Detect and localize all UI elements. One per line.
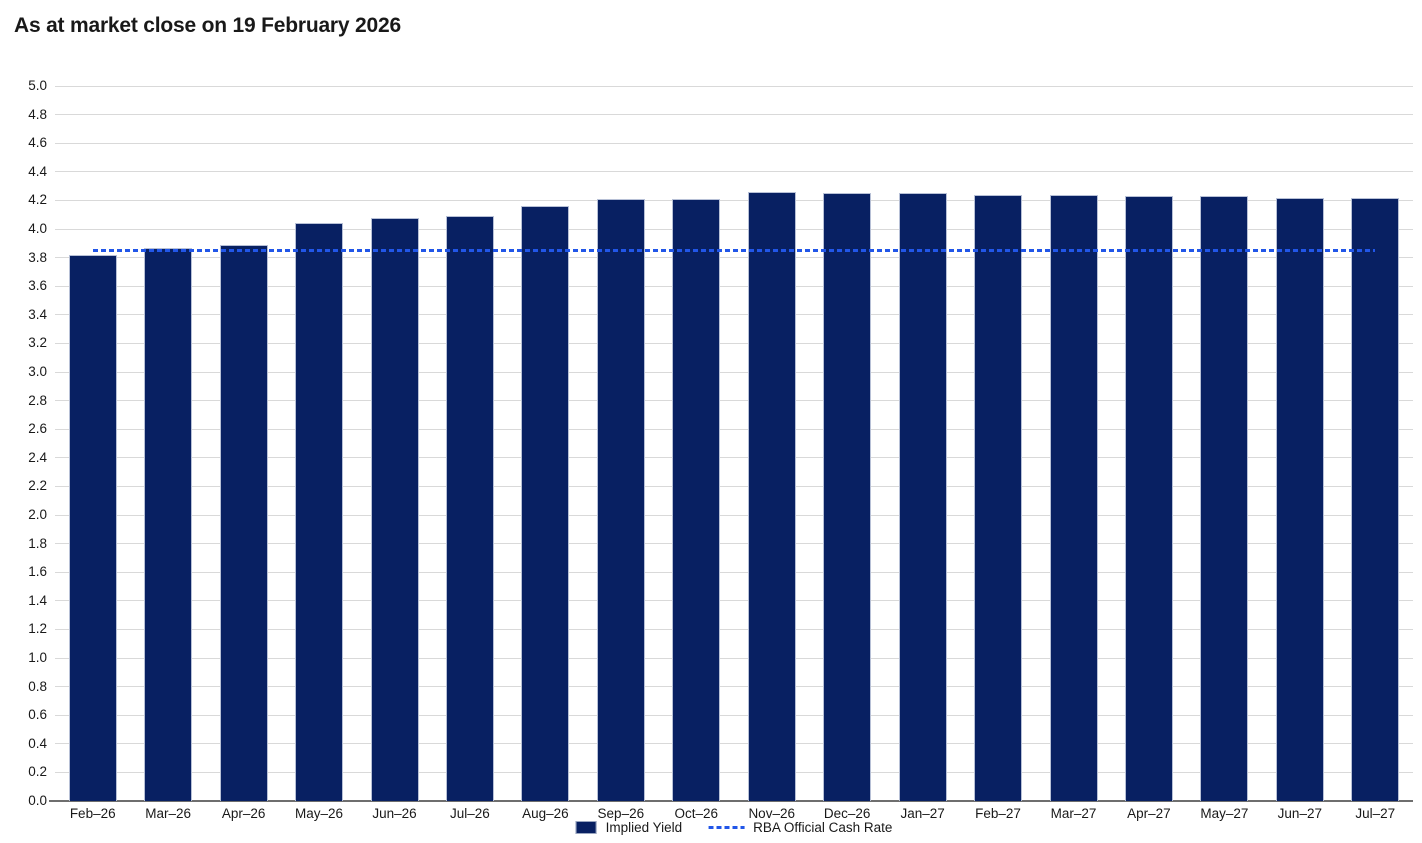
legend-item-cash-rate: RBA Official Cash Rate [708,820,892,835]
bar-implied-yield[interactable] [1351,197,1400,801]
x-axis-tick-label: Jul–26 [450,806,490,821]
bar-implied-yield[interactable] [596,198,645,801]
bar-implied-yield[interactable] [1049,194,1098,801]
x-axis-tick-label: Mar–26 [145,806,192,821]
y-axis-tick-label: 0.0 [28,793,47,808]
bar-implied-yield[interactable] [144,247,193,801]
y-axis-tick-label: 1.0 [28,650,47,665]
x-axis-tick-label: Mar–27 [1050,806,1097,821]
legend-label-cash-rate: RBA Official Cash Rate [753,820,893,835]
y-axis-tick-label: 4.0 [28,221,47,236]
y-axis-tick-label: 2.2 [28,478,47,494]
x-axis-tick-label: Aug–26 [522,806,569,821]
y-axis-tick-label: 4.4 [28,163,47,179]
y-axis-tick-label: 1.2 [28,621,47,637]
gridline [55,543,1413,545]
y-axis-tick-label: 3.8 [28,249,47,265]
y-axis-tick-label: 2.0 [28,507,47,522]
x-axis-tick-label: Feb–27 [975,806,1021,821]
gridline [55,257,1413,259]
bar-implied-yield[interactable] [219,244,268,801]
bar-implied-yield[interactable] [898,193,947,801]
gridline [55,314,1413,316]
x-axis-tick-label: Jun–26 [372,806,417,821]
x-axis-tick-label: Feb–26 [69,806,116,821]
gridline [55,171,1413,173]
gridline [55,600,1413,602]
gridline [55,457,1413,459]
gridline [55,657,1413,659]
legend-dash-swatch-icon [708,826,745,829]
x-axis-tick-label: Sep–26 [597,806,645,821]
gridline [55,714,1413,716]
y-axis-tick-label: 5.0 [28,78,47,93]
gridline [55,571,1413,573]
gridline [55,743,1413,745]
bar-implied-yield[interactable] [1124,196,1173,801]
y-axis-tick-label: 4.6 [28,135,47,151]
legend: Implied Yield RBA Official Cash Rate [575,820,892,835]
bar-implied-yield[interactable] [823,193,872,801]
bar-implied-yield[interactable] [672,198,721,801]
bar-implied-yield[interactable] [747,191,796,801]
gridline [55,514,1413,516]
legend-label-implied-yield: Implied Yield [605,820,683,835]
y-axis-tick-label: 0.2 [28,764,47,780]
gridline [55,628,1413,630]
gridline [55,228,1413,230]
gridline [55,371,1413,373]
x-axis-tick-label: May–26 [295,806,344,821]
gridline [55,285,1413,287]
y-axis-tick-label: 3.4 [28,306,47,322]
legend-bar-swatch-icon [575,821,597,834]
gridline [55,485,1413,487]
x-axis-tick-label: May–27 [1200,806,1249,821]
gridline [55,771,1413,773]
x-axis-tick-label: Nov–26 [748,806,795,821]
bar-implied-yield[interactable] [521,206,570,801]
x-axis-tick-label: Oct–26 [674,806,719,821]
y-axis-tick-label: 3.2 [28,335,47,351]
y-axis-tick-label: 2.6 [28,421,47,437]
x-axis-tick-label: Jul–27 [1355,806,1396,821]
x-axis-tick-label: Jun–27 [1277,806,1322,821]
y-axis-tick-label: 1.4 [28,592,47,608]
plot-area [49,85,1413,802]
bar-implied-yield[interactable] [974,194,1023,801]
cash-rate-line[interactable] [92,248,1376,252]
gridline [55,142,1413,144]
chart-title: As at market close on 19 February 2026 [14,14,401,37]
x-axis-tick-label: Apr–27 [1127,806,1171,821]
y-axis-tick-label: 0.8 [28,678,47,694]
y-axis-tick-label: 0.4 [28,735,47,751]
y-axis-tick-label: 2.4 [28,449,47,465]
bar-implied-yield[interactable] [1275,197,1324,801]
bar-implied-yield[interactable] [1200,196,1249,801]
y-axis-tick-label: 4.8 [28,106,47,122]
gridline [55,686,1413,688]
legend-item-implied-yield: Implied Yield [575,820,683,835]
x-axis-tick-label: Dec–26 [823,806,871,821]
gridline [55,114,1413,116]
bar-implied-yield[interactable] [68,254,117,801]
bar-implied-yield[interactable] [370,217,419,801]
gridline [55,85,1413,87]
bar-implied-yield[interactable] [295,223,344,801]
y-axis-tick-label: 3.6 [28,278,47,294]
y-axis-tick-label: 2.8 [28,392,47,408]
x-axis-tick-label: Apr–26 [221,806,266,821]
y-axis-tick-label: 1.6 [28,564,47,580]
y-axis-tick-label: 4.2 [28,192,47,208]
gridline [49,800,1413,802]
bar-implied-yield[interactable] [445,216,494,801]
gridline [55,428,1413,430]
gridline [55,342,1413,344]
gridline [55,400,1413,402]
x-axis-tick-label: Jan–27 [900,806,945,821]
gridline [55,199,1413,201]
y-axis-tick-label: 3.0 [28,364,47,379]
y-axis-tick-label: 1.8 [28,535,47,551]
y-axis-tick-label: 0.6 [28,707,47,723]
